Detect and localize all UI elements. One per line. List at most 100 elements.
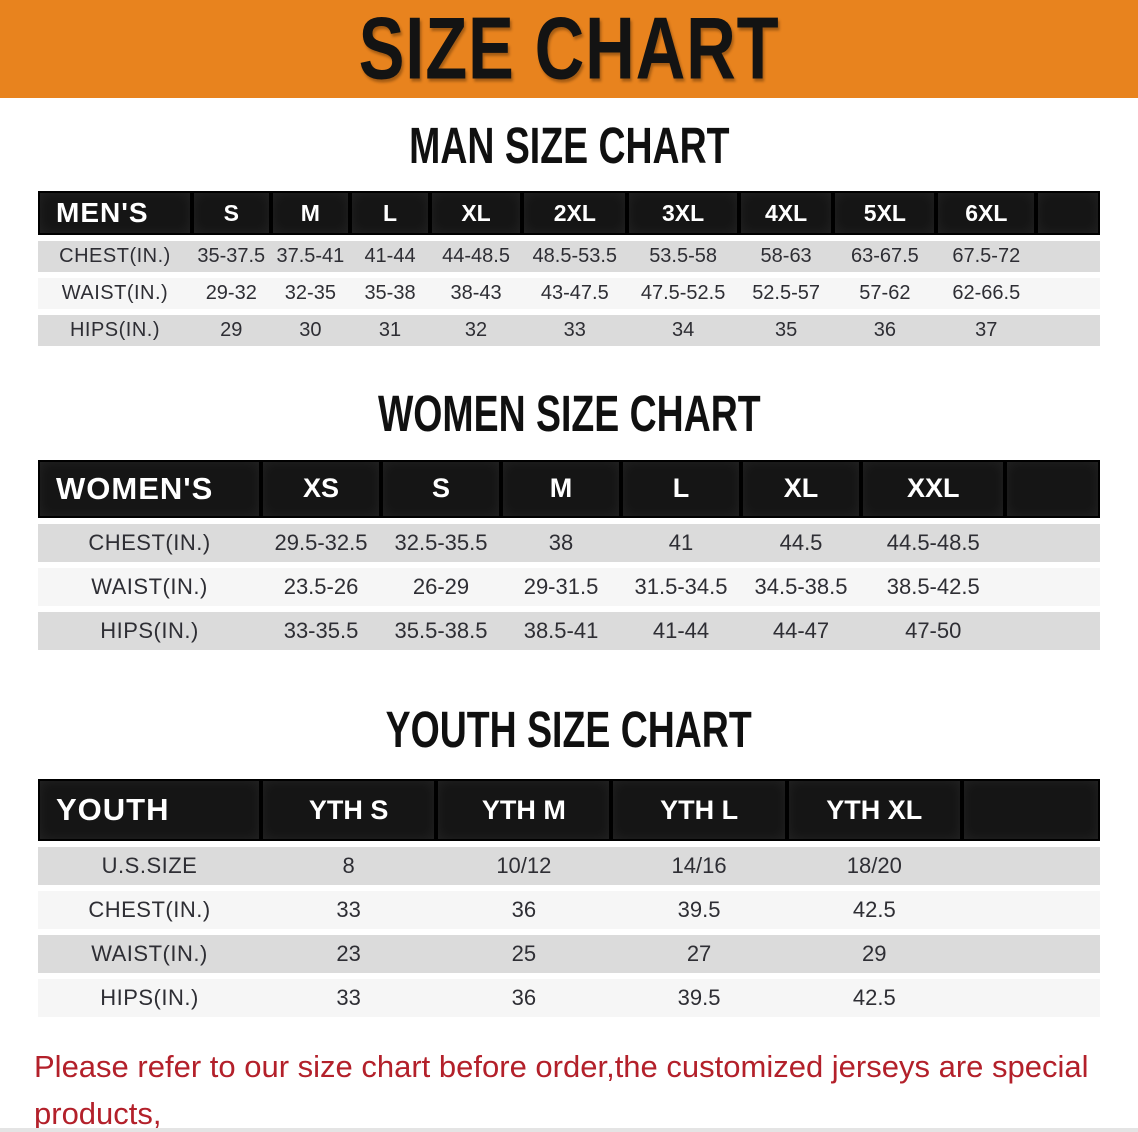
- filler-cell: [1036, 191, 1100, 236]
- size-value: 33: [522, 315, 628, 347]
- men-hips-row: HIPS(IN.) 29 30 31 32 33 34 35 36 37: [38, 315, 1100, 347]
- size-value: 37.5-41: [270, 241, 351, 273]
- size-value: 43-47.5: [522, 278, 628, 310]
- youth-size-header: YTH L: [611, 779, 787, 842]
- size-value: 42.5: [786, 979, 962, 1018]
- size-value: 35-38: [350, 278, 430, 310]
- size-value: 44.5: [741, 523, 862, 562]
- size-value: 41-44: [350, 241, 430, 273]
- size-value: 35.5-38.5: [381, 611, 502, 650]
- size-value: 37: [936, 315, 1037, 347]
- filler-cell: [961, 979, 1100, 1018]
- youth-size-header: YTH M: [436, 779, 612, 842]
- size-value: 44.5-48.5: [861, 523, 1006, 562]
- size-value: 32.5-35.5: [381, 523, 502, 562]
- women-waist-row: WAIST(IN.) 23.5-26 26-29 29-31.5 31.5-34…: [38, 567, 1100, 606]
- size-value: 8: [261, 847, 437, 886]
- size-value: 18/20: [786, 847, 962, 886]
- youth-ussize-row: U.S.SIZE 8 10/12 14/16 18/20: [38, 847, 1100, 886]
- size-value: 38-43: [429, 278, 523, 310]
- size-value: 23.5-26: [261, 567, 382, 606]
- men-chest-row: CHEST(IN.) 35-37.5 37.5-41 41-44 44-48.5…: [38, 241, 1100, 273]
- filler-cell: [961, 779, 1100, 842]
- size-value: 29-32: [191, 278, 271, 310]
- men-size-header: XL: [429, 191, 523, 236]
- filler-cell: [1036, 315, 1100, 347]
- women-corner-label: WOMEN'S: [38, 459, 262, 518]
- size-value: 35-37.5: [191, 241, 271, 273]
- women-header-row: WOMEN'S XS S M L XL XXL: [38, 459, 1100, 518]
- women-size-header: XL: [741, 459, 862, 518]
- row-label: CHEST(IN.): [38, 891, 262, 930]
- youth-waist-row: WAIST(IN.) 23 25 27 29: [38, 935, 1100, 974]
- men-size-header: 4XL: [738, 191, 834, 236]
- size-value: 41: [621, 523, 742, 562]
- banner: SIZE CHART: [0, 0, 1138, 98]
- size-value: 44-48.5: [429, 241, 523, 273]
- size-value: 14/16: [611, 847, 787, 886]
- size-value: 29: [786, 935, 962, 974]
- men-waist-row: WAIST(IN.) 29-32 32-35 35-38 38-43 43-47…: [38, 278, 1100, 310]
- size-value: 44-47: [741, 611, 862, 650]
- youth-corner-label: YOUTH: [38, 779, 262, 842]
- filler-cell: [1005, 611, 1100, 650]
- banner-title: SIZE CHART: [358, 0, 780, 98]
- size-value: 47.5-52.5: [627, 278, 739, 310]
- row-label: HIPS(IN.): [38, 979, 262, 1018]
- row-label: HIPS(IN.): [38, 315, 192, 347]
- filler-cell: [961, 847, 1100, 886]
- youth-heading-text: YOUTH SIZE CHART: [385, 702, 753, 759]
- men-size-header: 6XL: [936, 191, 1037, 236]
- size-value: 33-35.5: [261, 611, 382, 650]
- size-value: 23: [261, 935, 437, 974]
- man-heading-text: MAN SIZE CHART: [408, 118, 730, 175]
- women-size-header: L: [621, 459, 742, 518]
- size-value: 25: [436, 935, 612, 974]
- youth-section-heading: YOUTH SIZE CHART: [0, 702, 1138, 759]
- women-section-heading: WOMEN SIZE CHART: [0, 388, 1138, 442]
- filler-cell: [1005, 459, 1100, 518]
- women-chest-row: CHEST(IN.) 29.5-32.5 32.5-35.5 38 41 44.…: [38, 523, 1100, 562]
- size-value: 34: [627, 315, 739, 347]
- size-value: 53.5-58: [627, 241, 739, 273]
- size-value: 32-35: [270, 278, 351, 310]
- size-value: 30: [270, 315, 351, 347]
- youth-chest-row: CHEST(IN.) 33 36 39.5 42.5: [38, 891, 1100, 930]
- size-value: 27: [611, 935, 787, 974]
- women-size-header: XXL: [861, 459, 1006, 518]
- men-size-header: 3XL: [627, 191, 739, 236]
- size-value: 42.5: [786, 891, 962, 930]
- youth-header-row: YOUTH YTH S YTH M YTH L YTH XL: [38, 779, 1100, 842]
- size-value: 29.5-32.5: [261, 523, 382, 562]
- row-label: WAIST(IN.): [38, 567, 262, 606]
- men-size-header: 2XL: [522, 191, 628, 236]
- men-size-header: L: [350, 191, 430, 236]
- size-value: 39.5: [611, 891, 787, 930]
- youth-size-table: YOUTH YTH S YTH M YTH L YTH XL U.S.SIZE …: [38, 773, 1100, 1023]
- size-value: 31: [350, 315, 430, 347]
- size-value: 38.5-41: [501, 611, 622, 650]
- row-label: HIPS(IN.): [38, 611, 262, 650]
- size-value: 33: [261, 891, 437, 930]
- filler-cell: [1005, 567, 1100, 606]
- women-size-header: XS: [261, 459, 382, 518]
- size-value: 58-63: [738, 241, 834, 273]
- filler-cell: [961, 891, 1100, 930]
- size-value: 33: [261, 979, 437, 1018]
- youth-hips-row: HIPS(IN.) 33 36 39.5 42.5: [38, 979, 1100, 1018]
- size-value: 36: [833, 315, 937, 347]
- size-value: 38: [501, 523, 622, 562]
- size-value: 34.5-38.5: [741, 567, 862, 606]
- row-label: WAIST(IN.): [38, 278, 192, 310]
- filler-cell: [1036, 278, 1100, 310]
- size-value: 29: [191, 315, 271, 347]
- size-value: 10/12: [436, 847, 612, 886]
- men-size-table: MEN'S S M L XL 2XL 3XL 4XL 5XL 6XL CHEST…: [38, 185, 1100, 352]
- size-value: 67.5-72: [936, 241, 1037, 273]
- size-value: 57-62: [833, 278, 937, 310]
- size-value: 47-50: [861, 611, 1006, 650]
- men-header-row: MEN'S S M L XL 2XL 3XL 4XL 5XL 6XL: [38, 191, 1100, 236]
- filler-cell: [961, 935, 1100, 974]
- women-size-header: M: [501, 459, 622, 518]
- size-value: 62-66.5: [936, 278, 1037, 310]
